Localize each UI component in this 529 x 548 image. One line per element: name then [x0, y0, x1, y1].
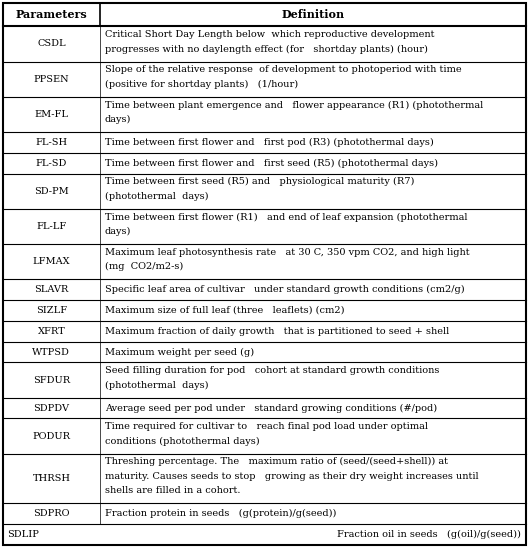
Text: Maximum leaf photosynthesis rate   at 30 C, 350 vpm CO2, and high light: Maximum leaf photosynthesis rate at 30 C… — [105, 248, 469, 257]
Text: Time between first seed (R5) and   physiological maturity (R7): Time between first seed (R5) and physiol… — [105, 177, 414, 186]
Text: Critical Short Day Length below  which reproductive development: Critical Short Day Length below which re… — [105, 30, 434, 39]
Text: SLAVR: SLAVR — [34, 286, 68, 294]
Text: FL-LF: FL-LF — [37, 222, 67, 231]
Text: SD-PM: SD-PM — [34, 187, 69, 196]
Text: progresses with no daylength effect (for   shortday plants) (hour): progresses with no daylength effect (for… — [105, 44, 427, 54]
Text: Slope of the relative response  of development to photoperiod with time: Slope of the relative response of develo… — [105, 65, 461, 75]
Text: Seed filling duration for pod   cohort at standard growth conditions: Seed filling duration for pod cohort at … — [105, 366, 439, 375]
Text: WTPSD: WTPSD — [32, 347, 70, 357]
Text: days): days) — [105, 115, 131, 124]
Text: LFMAX: LFMAX — [33, 257, 70, 266]
Text: (mg  CO2/m2-s): (mg CO2/m2-s) — [105, 262, 183, 271]
Text: SDPRO: SDPRO — [33, 509, 70, 518]
Text: (photothermal  days): (photothermal days) — [105, 380, 208, 390]
Text: Time between plant emergence and   flower appearance (R1) (photothermal: Time between plant emergence and flower … — [105, 100, 483, 110]
Text: Fraction protein in seeds   (g(protein)/g(seed)): Fraction protein in seeds (g(protein)/g(… — [105, 509, 336, 518]
Text: shells are filled in a cohort.: shells are filled in a cohort. — [105, 487, 240, 495]
Text: Time between first flower and   first seed (R5) (photothermal days): Time between first flower and first seed… — [105, 158, 438, 168]
Text: (photothermal  days): (photothermal days) — [105, 192, 208, 201]
Text: SFDUR: SFDUR — [33, 375, 70, 385]
Text: PODUR: PODUR — [32, 432, 70, 441]
Text: Time between first flower and   first pod (R3) (photothermal days): Time between first flower and first pod … — [105, 138, 433, 147]
Text: EM-FL: EM-FL — [34, 110, 68, 119]
Text: Average seed per pod under   standard growing conditions (#/pod): Average seed per pod under standard grow… — [105, 403, 437, 413]
Text: Time between first flower (R1)   and end of leaf expansion (photothermal: Time between first flower (R1) and end o… — [105, 213, 467, 221]
Text: Definition: Definition — [281, 9, 344, 20]
Text: THRSH: THRSH — [32, 474, 70, 483]
Text: conditions (photothermal days): conditions (photothermal days) — [105, 437, 259, 446]
Text: XFRT: XFRT — [38, 327, 65, 336]
Text: Threshing percentage. The   maximum ratio of (seed/(seed+shell)) at: Threshing percentage. The maximum ratio … — [105, 458, 448, 466]
Text: Maximum fraction of daily growth   that is partitioned to seed + shell: Maximum fraction of daily growth that is… — [105, 327, 449, 336]
Text: days): days) — [105, 227, 131, 236]
Text: FL-SH: FL-SH — [35, 138, 67, 147]
Text: (positive for shortday plants)   (1/hour): (positive for shortday plants) (1/hour) — [105, 79, 298, 89]
Text: Time required for cultivar to   reach final pod load under optimal: Time required for cultivar to reach fina… — [105, 422, 428, 431]
Text: Maximum weight per seed (g): Maximum weight per seed (g) — [105, 347, 254, 357]
Text: Specific leaf area of cultivar   under standard growth conditions (cm2/g): Specific leaf area of cultivar under sta… — [105, 285, 464, 294]
Text: maturity. Causes seeds to stop   growing as their dry weight increases until: maturity. Causes seeds to stop growing a… — [105, 472, 478, 481]
Text: SIZLF: SIZLF — [36, 306, 67, 315]
Text: Parameters: Parameters — [15, 9, 87, 20]
Text: SDLIP: SDLIP — [7, 530, 39, 539]
Text: FL-SD: FL-SD — [35, 159, 67, 168]
Text: PPSEN: PPSEN — [33, 75, 69, 84]
Text: Maximum size of full leaf (three   leaflets) (cm2): Maximum size of full leaf (three leaflet… — [105, 306, 344, 315]
Text: Fraction oil in seeds   (g(oil)/g(seed)): Fraction oil in seeds (g(oil)/g(seed)) — [337, 530, 521, 539]
Text: CSDL: CSDL — [37, 39, 66, 48]
Text: SDPDV: SDPDV — [33, 403, 69, 413]
